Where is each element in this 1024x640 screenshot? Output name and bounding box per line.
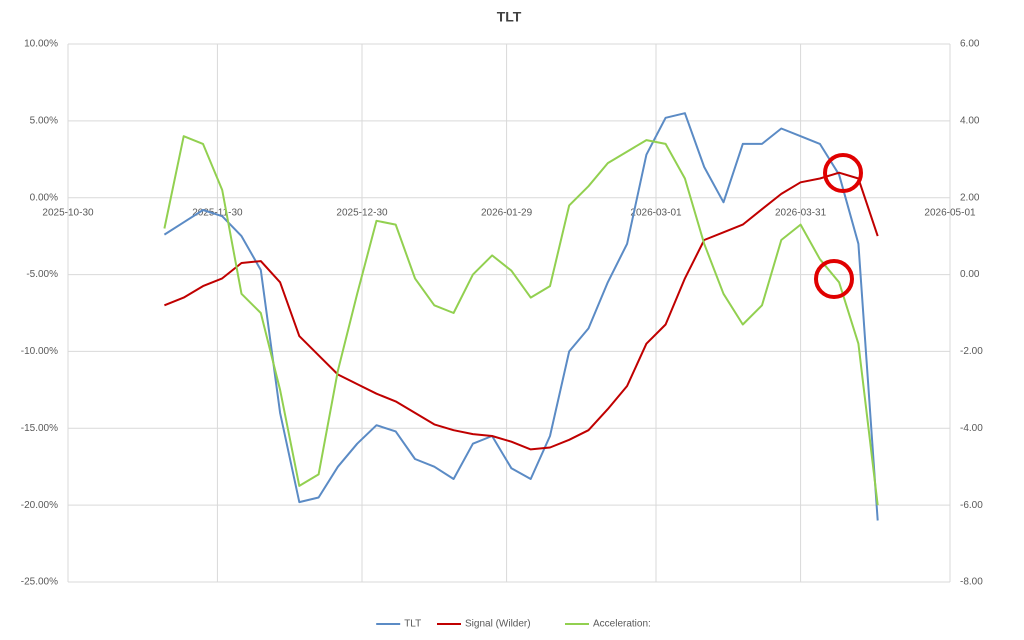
y-tick-label: -10.00%	[21, 346, 58, 357]
x-tick-label: 2025-10-30	[42, 207, 94, 218]
y-tick-label: -25.00%	[21, 577, 58, 588]
y-tick-label: -15.00%	[21, 423, 58, 434]
y2-tick-label: -4.00	[960, 423, 983, 434]
highlight-circle	[814, 259, 854, 299]
y-tick-label: -5.00%	[26, 269, 58, 280]
y2-tick-label: 0.00	[960, 269, 980, 280]
y-tick-label: -20.00%	[21, 500, 58, 511]
legend-label: TLT	[404, 619, 421, 630]
y2-tick-label: -2.00	[960, 346, 983, 357]
series-line	[163, 112, 879, 521]
y2-tick-label: 6.00	[960, 39, 980, 50]
legend-label: Signal (Wilder)	[465, 619, 531, 630]
x-tick-label: 2026-03-01	[630, 207, 682, 218]
chart-title: TLT	[497, 9, 522, 25]
y-tick-label: 5.00%	[30, 115, 58, 126]
y2-tick-label: -6.00	[960, 500, 983, 511]
y-tick-label: 10.00%	[24, 39, 58, 50]
x-tick-label: 2026-05-01	[924, 207, 976, 218]
x-tick-label: 2025-11-30	[192, 207, 243, 218]
x-tick-label: 2026-01-29	[481, 207, 533, 218]
y-tick-label: 0.00%	[30, 192, 58, 203]
lines	[163, 112, 879, 521]
series-line	[163, 135, 879, 506]
x-tick-label: 2025-12-30	[336, 207, 388, 218]
legend: TLT Signal (Wilder) Acceleration:	[376, 619, 651, 630]
grid: -25.00% -20.00% -15.00% -10.00% -5.00% 0.00% 5…	[21, 39, 983, 588]
highlight-circle	[823, 153, 863, 193]
y2-tick-label: 2.00	[960, 192, 980, 203]
legend-label: Acceleration:	[593, 619, 651, 630]
y2-tick-label: -8.00	[960, 577, 983, 588]
series-line	[164, 171, 879, 451]
x-tick-label: 2026-03-31	[775, 207, 827, 218]
y2-tick-label: 4.00	[960, 115, 980, 126]
